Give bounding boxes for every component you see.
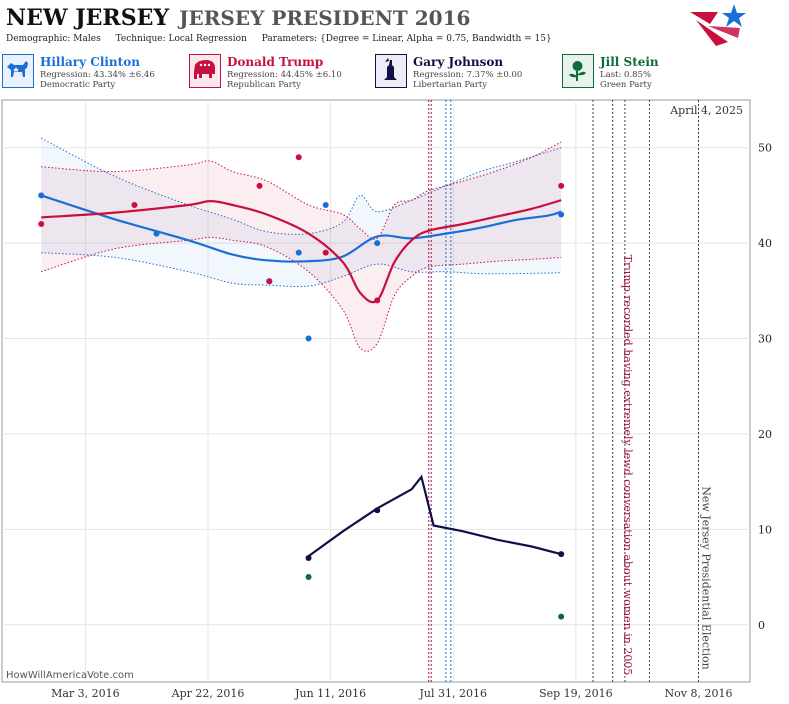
event-annotation: Trump recorded having extremely lewd con… xyxy=(621,255,634,676)
y-tick-label: 20 xyxy=(758,428,772,441)
band-upper-line xyxy=(41,141,562,240)
data-point xyxy=(305,574,312,581)
y-tick-label: 30 xyxy=(758,333,772,346)
candidate-name: Jill Stein xyxy=(600,55,659,69)
state-title: NEW JERSEY xyxy=(6,5,170,31)
series-line xyxy=(307,474,562,557)
series-line xyxy=(41,199,562,304)
event-annotation: New Jersey Presidential Election xyxy=(699,486,712,669)
candidate-party: Democratic Party xyxy=(40,80,116,90)
data-point xyxy=(322,201,329,208)
x-tick-label: Mar 3, 2016 xyxy=(51,687,120,700)
race-title: JERSEY PRESIDENT 2016 xyxy=(179,6,471,30)
x-tick-label: Apr 22, 2016 xyxy=(171,687,245,700)
y-tick-label: 10 xyxy=(758,523,772,536)
candidate-name: Gary Johnson xyxy=(413,55,504,69)
credit-label: HowWillAmericaVote.com xyxy=(6,670,134,681)
candidate-card-trump: Donald Trump Regression: 44.45% ±6.10 Re… xyxy=(189,54,374,92)
rose-icon xyxy=(562,54,594,88)
data-point xyxy=(153,230,160,237)
x-tick-label: Jul 31, 2016 xyxy=(419,687,488,700)
data-point xyxy=(266,278,273,285)
data-point xyxy=(374,240,381,247)
confidence-band xyxy=(41,142,562,352)
data-point xyxy=(558,211,565,218)
data-point xyxy=(374,507,381,514)
chart-header: NEW JERSEY JERSEY PRESIDENT 2016 Demograp… xyxy=(0,0,789,100)
data-point xyxy=(38,192,45,199)
band-lower-line xyxy=(41,236,562,352)
meta-row: Demographic: Males Technique: Local Regr… xyxy=(6,34,564,44)
x-tick-label: Jun 11, 2016 xyxy=(294,687,366,700)
x-tick-label: Sep 19, 2016 xyxy=(539,687,613,700)
candidate-regression: Regression: 43.34% ±6.46 xyxy=(40,70,155,80)
candidate-party: Green Party xyxy=(600,80,652,90)
demographic-label: Demographic: Males xyxy=(6,34,101,44)
candidate-name: Donald Trump xyxy=(227,55,324,69)
candidate-regression: Regression: 7.37% ±0.00 xyxy=(413,70,523,80)
donkey-icon xyxy=(2,54,34,88)
data-point xyxy=(305,554,312,561)
candidate-party: Republican Party xyxy=(227,80,301,90)
y-tick-label: 40 xyxy=(758,237,772,250)
data-point xyxy=(558,551,565,558)
data-point xyxy=(374,297,381,304)
band-lower-line xyxy=(41,252,562,288)
y-tick-label: 0 xyxy=(758,619,765,632)
candidate-name: Hillary Clinton xyxy=(40,55,140,69)
chart-area: 0 10 20 30 40 50 Mar 3, 2016 Apr 22, 2016 Jun 11… xyxy=(1,99,772,700)
liberty-icon xyxy=(375,54,407,88)
data-point xyxy=(295,154,302,161)
title-row: NEW JERSEY JERSEY PRESIDENT 2016 xyxy=(6,5,470,31)
data-point xyxy=(131,201,138,208)
y-tick-label: 50 xyxy=(758,142,772,155)
parameters-label: Parameters: {Degree = Linear, Alpha = 0.… xyxy=(261,34,552,44)
candidate-regression: Regression: 44.45% ±6.10 xyxy=(227,70,342,80)
candidate-regression: Last: 0.85% xyxy=(600,70,652,80)
date-stamp: April 4, 2025 xyxy=(669,104,743,117)
elephant-icon xyxy=(189,54,221,88)
x-tick-label: Nov 8, 2016 xyxy=(665,687,733,700)
data-point xyxy=(558,182,565,189)
site-logo-icon xyxy=(690,4,746,46)
data-point xyxy=(322,249,329,256)
series-line xyxy=(40,194,562,263)
data-point xyxy=(256,182,263,189)
data-point xyxy=(558,613,565,620)
data-point xyxy=(295,249,302,256)
data-point xyxy=(38,221,45,228)
candidate-card-stein: Jill Stein Last: 0.85% Green Party xyxy=(562,54,747,92)
candidate-card-johnson: Gary Johnson Regression: 7.37% ±0.00 Lib… xyxy=(375,54,560,92)
data-point xyxy=(305,335,312,342)
candidate-card-clinton: Hillary Clinton Regression: 43.34% ±6.46… xyxy=(2,54,187,92)
confidence-band xyxy=(41,138,562,287)
candidate-party: Libertarian Party xyxy=(413,80,488,90)
technique-label: Technique: Local Regression xyxy=(115,34,247,44)
